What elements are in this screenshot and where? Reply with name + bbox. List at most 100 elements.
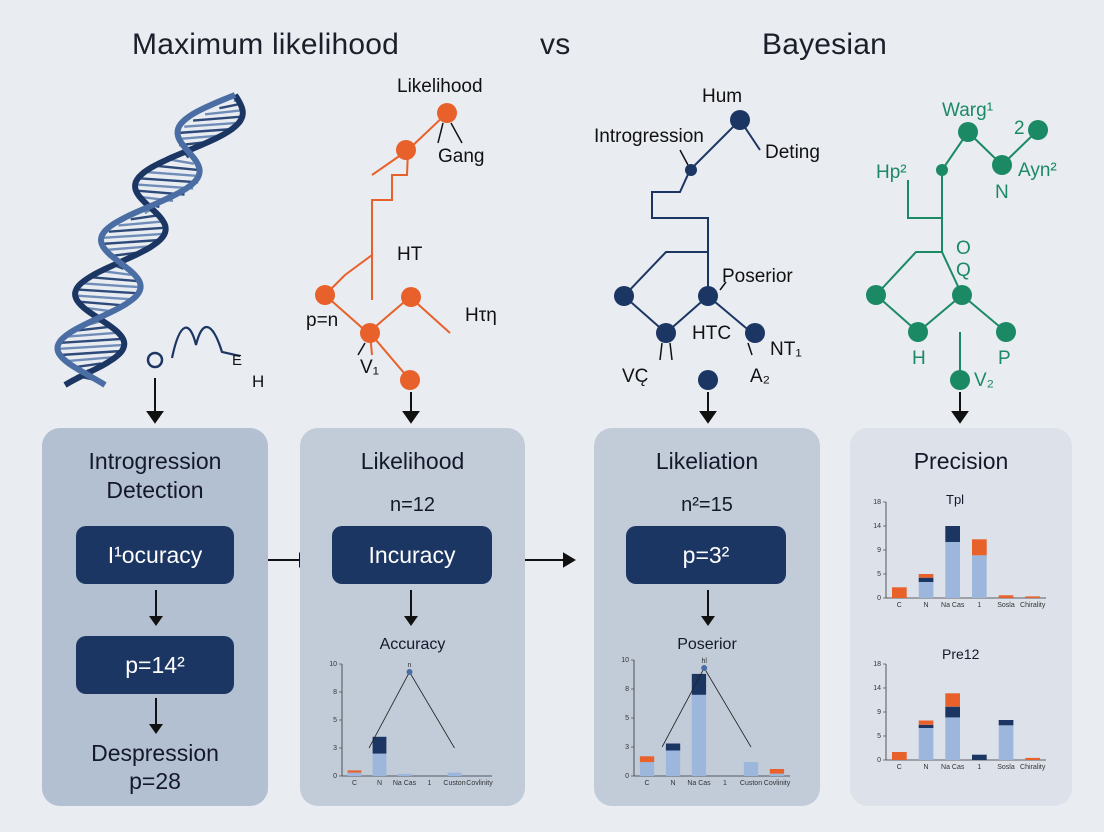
bar (972, 539, 987, 556)
y-tick-label: 0 (625, 773, 629, 780)
y-tick-label: 3 (625, 744, 629, 751)
x-tick-label: 1 (977, 764, 981, 771)
wave-icon (146, 325, 241, 369)
bar (372, 753, 387, 776)
orange-leader-lines (357, 122, 463, 356)
x-tick-label: Chirality (1020, 764, 1046, 771)
p14-button[interactable]: p=14² (76, 636, 234, 694)
dna-rung (192, 115, 243, 122)
incuracy-button[interactable]: Incuracy (332, 526, 492, 584)
panel-likelihood: Likelihood n=12 Incuracy Accuracy C N Na C… (300, 428, 525, 806)
y-tick-label: 5 (333, 717, 337, 724)
dna-rung (100, 238, 161, 246)
bar (372, 736, 387, 754)
dna-rung (146, 170, 200, 178)
x-tick-label: C (897, 764, 902, 771)
panel2-arrow (404, 590, 418, 626)
orange-nodes (315, 103, 457, 390)
y-tick-label: 3 (333, 745, 337, 752)
dna-rung (204, 109, 243, 116)
chart-pre12: C N Na Cas 1 Sosla Chirality 0 5 9 14 18 (873, 661, 1046, 771)
bar (347, 770, 362, 773)
dna-rung (75, 294, 136, 301)
accuracy-button[interactable]: I¹ocuracy (76, 526, 234, 584)
dna-rung (118, 220, 164, 227)
label-deting: Deting (765, 142, 820, 163)
panel1-footer-line1: Despression (91, 740, 219, 766)
annotation-label: n (408, 662, 412, 669)
bar (945, 717, 960, 760)
navy-tree (623, 119, 761, 334)
chart-tpl: C N Na Cas 1 Sosla Chirality 0 5 9 14 18 (873, 499, 1046, 609)
annotation-line (703, 667, 752, 748)
bar (769, 769, 785, 774)
label-hp: Hp² (876, 162, 907, 183)
panel1-title-line2: Detection (106, 477, 204, 503)
dna-rung (219, 102, 240, 110)
down-arrows (146, 378, 969, 424)
y-tick-label: 9 (877, 709, 881, 716)
y-tick-label: 18 (873, 499, 881, 506)
label-h-green: H (912, 348, 926, 369)
label-pn: p=n (306, 310, 339, 331)
dna-rung (64, 356, 113, 363)
dna-rung (138, 177, 199, 184)
bar (397, 773, 412, 776)
label-n: N (995, 182, 1009, 203)
panel2-title: Likelihood (360, 448, 465, 474)
panel3-sub: n²=15 (681, 494, 733, 516)
label-warg: Warg¹ (942, 100, 994, 121)
y-tick-label: 5 (877, 571, 881, 578)
x-tick-label: Custon (443, 780, 465, 787)
x-tick-label: N (377, 780, 382, 787)
bar (1025, 596, 1040, 598)
panel3-arrow (701, 590, 715, 626)
label-ayn: Ayn² (1018, 160, 1057, 181)
x-tick-label: N (923, 764, 928, 771)
label-v2: V₂ (974, 370, 995, 391)
x-tick-label: Na Cas (941, 764, 965, 771)
y-tick-label: 18 (873, 661, 881, 668)
dna-rung (57, 343, 124, 351)
label-introgression: Introgression (594, 126, 704, 147)
dna-rung (184, 121, 241, 128)
bar (892, 752, 907, 760)
x-tick-label: C (897, 602, 902, 609)
label-o: O (956, 238, 971, 259)
dna-helix-icon (54, 92, 246, 388)
bar (972, 555, 987, 598)
bar (918, 574, 934, 578)
bar (665, 743, 681, 751)
panel1-footer-line2: p=28 (129, 768, 181, 794)
bar (945, 526, 960, 542)
y-tick-label: 5 (877, 733, 881, 740)
dna-strand (54, 92, 237, 388)
label-vc: VC̨ (622, 366, 649, 387)
label-p-green: P (998, 348, 1011, 369)
bar (743, 762, 759, 776)
dna-rung (157, 164, 199, 172)
annotation-line (661, 667, 705, 748)
dna-rung (60, 337, 124, 344)
panel3-title: Likeliation (655, 448, 759, 474)
p3-button[interactable]: p=3² (626, 526, 786, 584)
y-tick-label: 8 (333, 689, 337, 696)
panel2-sub: n=12 (389, 494, 436, 516)
annotation-node (406, 669, 413, 675)
bar (945, 693, 960, 707)
bar (998, 720, 1014, 726)
x-tick-label: C (644, 780, 649, 787)
annotation-line (368, 671, 410, 749)
bar (691, 694, 707, 776)
x-tick-label: Chirality (1020, 602, 1046, 609)
x-tick-label: Covlinity (466, 780, 493, 787)
x-tick-label: Na Cas (687, 780, 711, 787)
label-gang: Gang (438, 146, 485, 167)
panel-introgression: Introgression Detection I¹ocuracy p=14² … (42, 428, 268, 806)
y-tick-label: 0 (333, 773, 337, 780)
bar (691, 673, 707, 695)
y-tick-label: 0 (877, 595, 881, 602)
annotation-node (701, 665, 708, 671)
panel1-arrow-2 (149, 698, 163, 734)
